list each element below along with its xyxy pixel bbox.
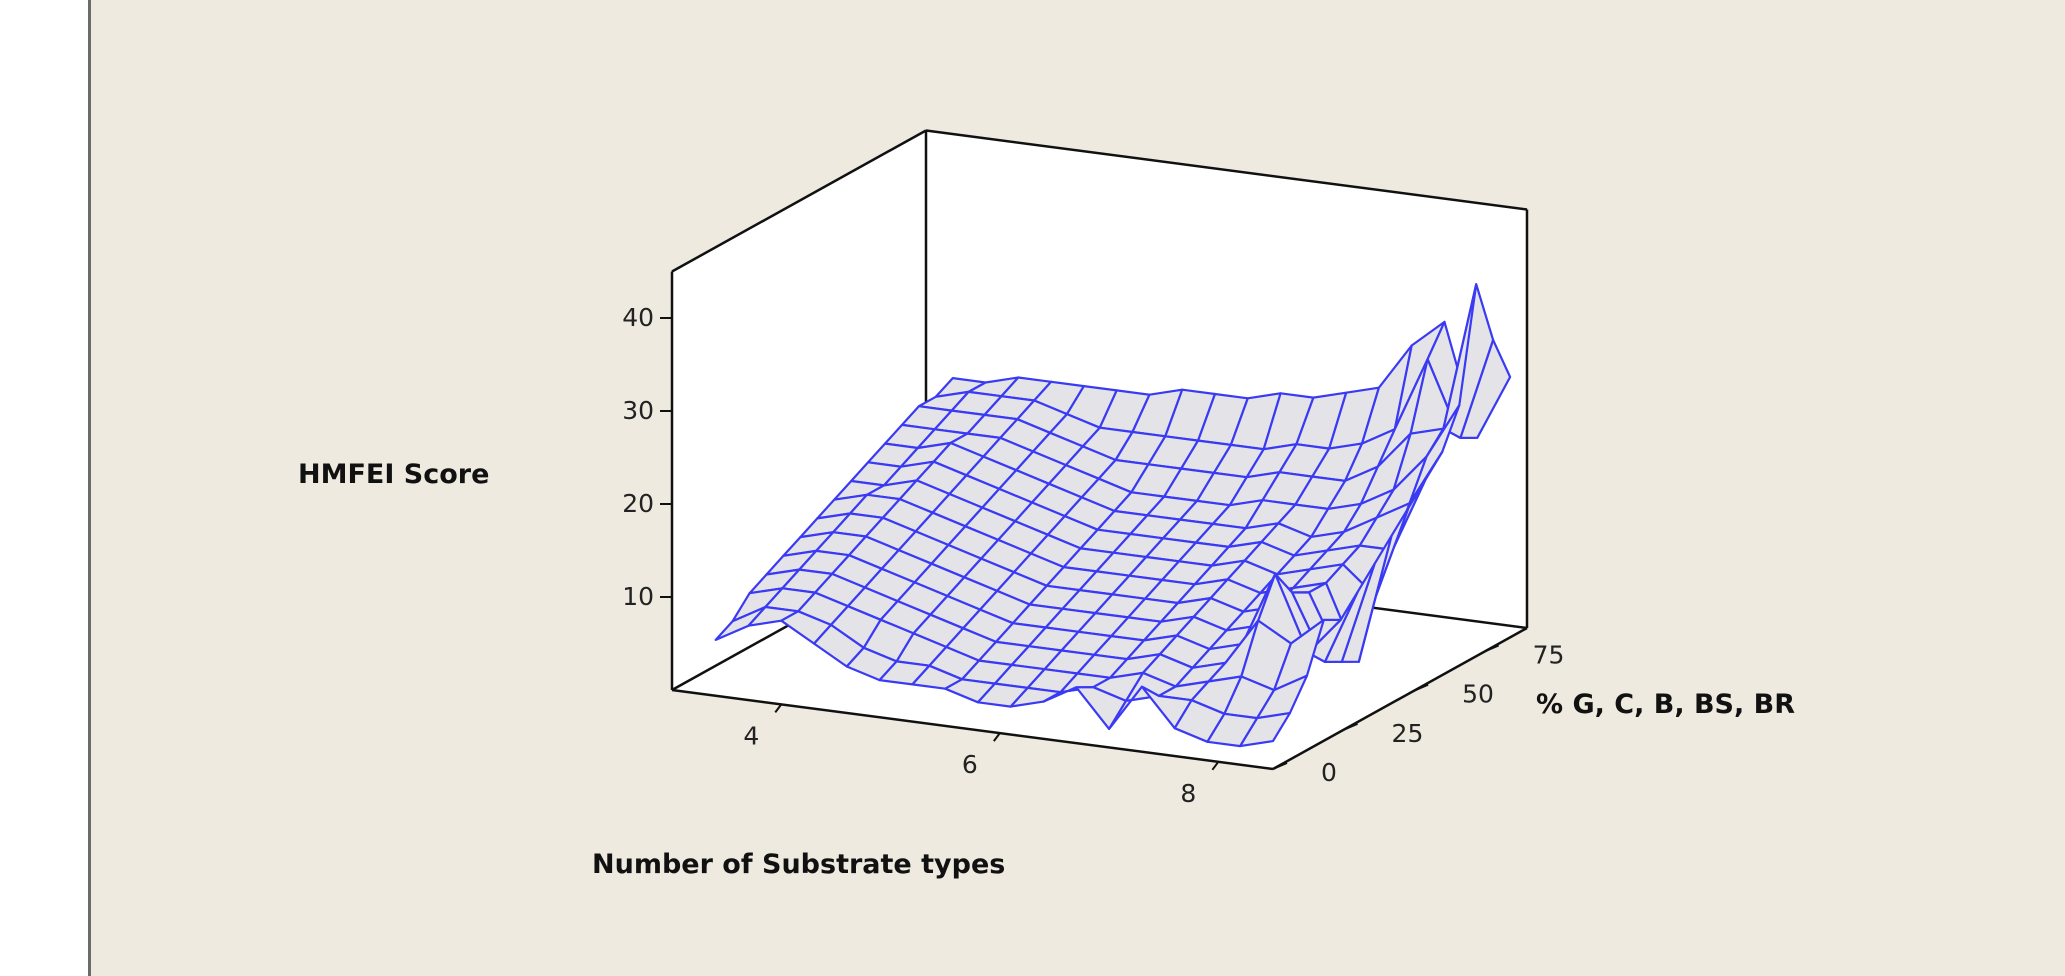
- z-tick-label: 30: [622, 396, 654, 425]
- x-axis-title: Number of Substrate types: [592, 849, 1005, 880]
- x-tick-label: 4: [743, 721, 759, 750]
- box-edge: [671, 688, 1274, 771]
- y-tick-label: 25: [1392, 719, 1424, 748]
- x-tick-label: 6: [962, 750, 978, 779]
- x-tick: [993, 732, 1001, 742]
- axis-ticks: 10 20 30 40 4 6 8 0 25 50 75: [622, 303, 1564, 808]
- box-edge: [671, 129, 927, 273]
- y-axis-title: % G, C, B, BS, BR: [1536, 689, 1795, 720]
- y-tick: [1272, 762, 1288, 770]
- surface-mesh: [714, 283, 1512, 748]
- y-tick: [1413, 683, 1429, 692]
- box-edge: [925, 129, 1528, 211]
- z-axis-title: HMFEI Score: [298, 459, 489, 490]
- z-tick-label: 20: [622, 489, 654, 518]
- y-tick-label: 0: [1321, 758, 1337, 787]
- y-tick-label: 50: [1462, 680, 1494, 709]
- y-tick-label: 75: [1533, 641, 1565, 670]
- z-tick-label: 10: [622, 582, 654, 611]
- x-tick: [1211, 761, 1220, 771]
- surface-cell: [1239, 711, 1292, 748]
- y-tick: [1484, 644, 1500, 653]
- x-tick: [774, 703, 783, 713]
- x-tick-label: 8: [1180, 779, 1196, 808]
- y-tick: [1343, 722, 1358, 731]
- z-tick-label: 40: [622, 303, 654, 332]
